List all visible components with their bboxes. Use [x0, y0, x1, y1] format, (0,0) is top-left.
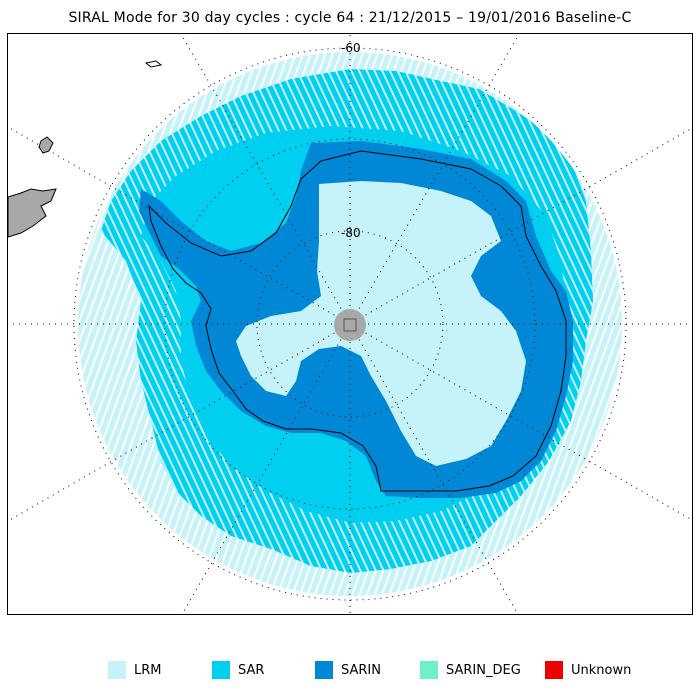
- legend-item-sar: SAR: [212, 660, 264, 680]
- legend-swatch-sar: [212, 661, 230, 679]
- legend-item-sarin-deg: SARIN_DEG: [420, 660, 521, 680]
- legend-swatch-sarin: [315, 661, 333, 679]
- map-title: SIRAL Mode for 30 day cycles : cycle 64 …: [68, 10, 632, 26]
- south-america-land: [8, 188, 57, 238]
- legend-label-unknown: Unknown: [571, 662, 632, 678]
- antarctica-coastline: [148, 150, 567, 492]
- legend-swatch-unknown: [545, 661, 563, 679]
- legend-item-lrm: LRM: [108, 660, 162, 680]
- legend-swatch-sarin-deg: [420, 661, 438, 679]
- pole-hole: [334, 309, 366, 341]
- latitude-circles: [73, 47, 627, 601]
- legend-item-unknown: Unknown: [545, 660, 631, 680]
- legend-swatch-lrm: [108, 661, 126, 679]
- meridian-lines: [8, 34, 692, 614]
- lat-label-60: -60: [341, 41, 361, 55]
- island-shape: [38, 136, 54, 154]
- legend-label-sar: SAR: [238, 662, 265, 678]
- pole-marker: [343, 318, 357, 332]
- map-frame: -60 -80: [7, 33, 693, 615]
- island-shape-small: [144, 60, 163, 68]
- legend-label-lrm: LRM: [134, 662, 162, 678]
- polar-map: -60 -80: [8, 34, 692, 614]
- legend-item-sarin: SARIN: [315, 660, 381, 680]
- legend-label-sarin: SARIN: [341, 662, 381, 678]
- legend: LRM SAR SARIN SARIN_DEG Unknown: [0, 655, 700, 685]
- legend-label-sarin-deg: SARIN_DEG: [446, 662, 521, 678]
- lat-label-80: -80: [341, 226, 361, 240]
